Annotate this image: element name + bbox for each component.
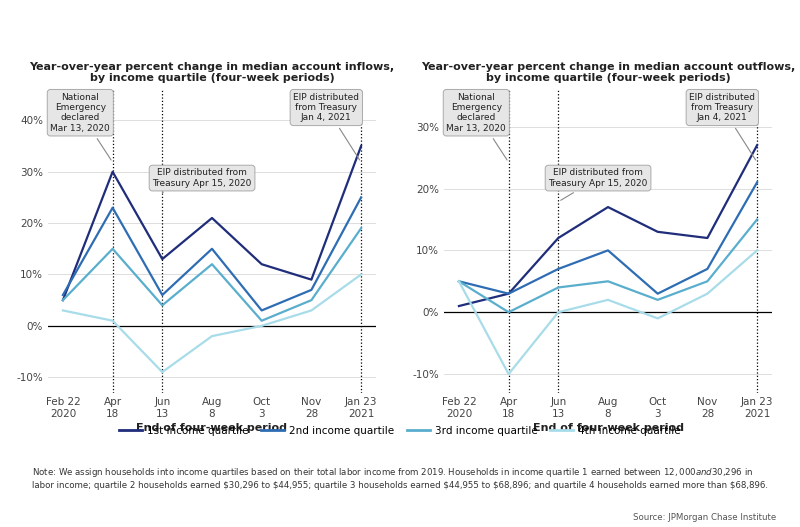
Text: Note: We assign households into income quartiles based on their total labor inco: Note: We assign households into income q… bbox=[32, 466, 768, 490]
X-axis label: End of four-week period: End of four-week period bbox=[533, 423, 683, 433]
Title: Year-over-year percent change in median account inflows,
by income quartile (fou: Year-over-year percent change in median … bbox=[30, 62, 394, 83]
Text: EIP distributed
from Treasury
Jan 4, 2021: EIP distributed from Treasury Jan 4, 202… bbox=[294, 93, 360, 160]
Text: EIP distributed
from Treasury
Jan 4, 2021: EIP distributed from Treasury Jan 4, 202… bbox=[690, 93, 756, 160]
Text: EIP distributed from
Treasury Apr 15, 2020: EIP distributed from Treasury Apr 15, 20… bbox=[548, 169, 648, 200]
Text: National
Emergency
declared
Mar 13, 2020: National Emergency declared Mar 13, 2020 bbox=[446, 93, 507, 160]
X-axis label: End of four-week period: End of four-week period bbox=[137, 423, 287, 433]
Text: Source: JPMorgan Chase Institute: Source: JPMorgan Chase Institute bbox=[633, 513, 776, 522]
Text: EIP distributed from
Treasury Apr 15, 2020: EIP distributed from Treasury Apr 15, 20… bbox=[152, 169, 252, 193]
Title: Year-over-year percent change in median account outflows,
by income quartile (fo: Year-over-year percent change in median … bbox=[421, 62, 795, 83]
Text: National
Emergency
declared
Mar 13, 2020: National Emergency declared Mar 13, 2020 bbox=[50, 93, 111, 160]
Legend: 1st income quartile, 2nd income quartile, 3rd income quartile, 4th income quarti: 1st income quartile, 2nd income quartile… bbox=[115, 422, 685, 440]
